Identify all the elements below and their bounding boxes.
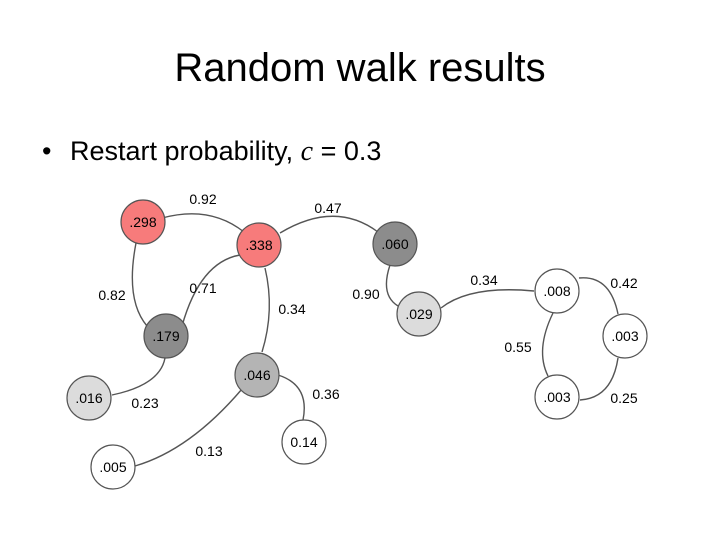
edge-060-029 [385, 264, 399, 307]
edge-label: 0.34 [278, 301, 305, 317]
node-label: .029 [405, 306, 432, 322]
edge-label: 0.13 [195, 443, 222, 459]
node: .338 [236, 222, 282, 268]
node-label: 0.14 [290, 434, 317, 450]
node: .046 [234, 352, 280, 398]
edge-179-016 [111, 357, 166, 396]
node: .060 [372, 221, 418, 267]
edge-029-008 [440, 289, 535, 309]
node: .008 [534, 268, 580, 314]
page-title: Random walk results [174, 46, 546, 90]
node: .179 [143, 313, 189, 359]
edge-label: 0.36 [312, 386, 339, 402]
edge-label: 0.90 [352, 286, 379, 302]
edge-label: 0.92 [189, 191, 216, 207]
node: .003 [602, 313, 648, 359]
node: .029 [396, 291, 442, 337]
node-label: .298 [129, 214, 156, 230]
edge-label: 0.42 [610, 275, 637, 291]
node-label: .003 [543, 389, 570, 405]
node-label: .005 [99, 459, 126, 475]
node-label: .046 [243, 367, 270, 383]
edge-338-046 [261, 267, 271, 353]
bullet-text: Restart probability, [70, 136, 294, 166]
edge-label: 0.25 [610, 390, 637, 406]
node: .005 [90, 444, 136, 490]
edge-label: 0.23 [131, 395, 158, 411]
edge-label: 0.47 [314, 200, 341, 216]
node: .003 [534, 374, 580, 420]
node-label: .060 [381, 236, 408, 252]
bullet-equals: = 0.3 [320, 136, 382, 166]
node: .298 [120, 199, 166, 245]
edge-label: 0.82 [98, 287, 125, 303]
bullet-restart-probability: • Restart probability, c = 0.3 [42, 132, 381, 171]
edge-003a-003b [579, 357, 619, 401]
edge-label: 0.55 [504, 339, 531, 355]
node-label: .179 [152, 328, 179, 344]
edge-008-003b [541, 312, 554, 377]
node-label: .338 [245, 237, 272, 253]
edge-046-005 [134, 388, 243, 467]
node-label: .003 [611, 328, 638, 344]
edge-338-179 [181, 254, 241, 327]
edge-298-338 [161, 213, 245, 233]
edge-338-060 [279, 215, 379, 234]
node: .016 [66, 375, 112, 421]
node-label: .008 [543, 283, 570, 299]
bullet-variable: c [300, 136, 314, 167]
bullet-marker: • [42, 136, 52, 166]
edge-046-014 [277, 374, 305, 421]
edge-298-179 [131, 242, 148, 327]
edge-label: 0.71 [189, 280, 216, 296]
edge-008-003a [578, 277, 619, 315]
node: 0.14 [281, 419, 327, 465]
node-label: .016 [75, 390, 102, 406]
edge-label: 0.34 [470, 272, 497, 288]
